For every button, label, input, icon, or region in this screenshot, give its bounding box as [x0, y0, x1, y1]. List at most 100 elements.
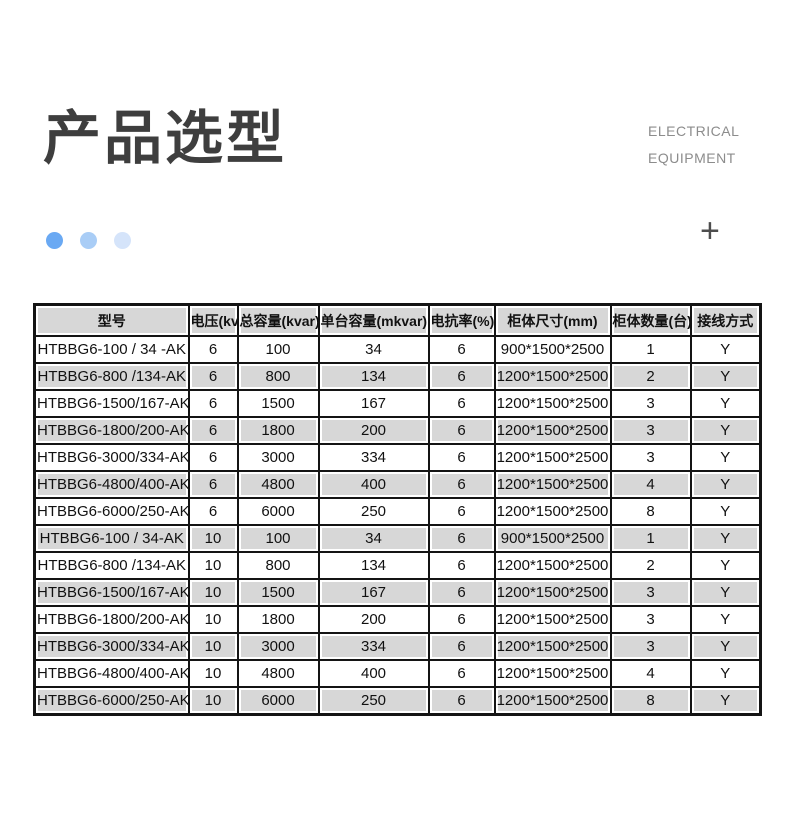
value-cell: 1200*1500*2500: [493, 362, 612, 391]
value-cell: 6000: [236, 686, 320, 716]
column-header: 柜体尺寸(mm): [493, 303, 612, 337]
value-cell: 1200*1500*2500: [493, 497, 612, 526]
value-cell: 10: [187, 524, 239, 553]
model-cell: HTBBG6-800 /134-AK: [33, 551, 190, 580]
value-cell: Y: [689, 416, 762, 445]
value-cell: 800: [236, 551, 320, 580]
value-cell: 900*1500*2500: [493, 335, 612, 364]
column-header: 总容量(kvar): [236, 303, 320, 337]
accent-dots: [46, 232, 131, 249]
value-cell: 1200*1500*2500: [493, 389, 612, 418]
table-row: HTBBG6-800 /134-AK 6 800 134 6 1200*1500*2500…: [33, 362, 762, 391]
table-row: HTBBG6-3000/334-AK 10 3000 334 6 1200*1500*25…: [33, 632, 762, 661]
value-cell: 6: [187, 389, 239, 418]
plus-icon: +: [700, 212, 720, 250]
accent-dot-2: [80, 232, 97, 249]
spec-table-head: 型号 电压(kv 总容量(kvar) 单台容量(mkvar) 电抗率(%) 柜体尺寸(mm…: [33, 303, 762, 337]
value-cell: 800: [236, 362, 320, 391]
value-cell: 3: [609, 578, 692, 607]
model-cell: HTBBG6-3000/334-AK: [33, 632, 190, 661]
value-cell: 1200*1500*2500: [493, 578, 612, 607]
value-cell: 6: [187, 362, 239, 391]
value-cell: 1: [609, 335, 692, 364]
value-cell: 6: [187, 497, 239, 526]
value-cell: 4: [609, 470, 692, 499]
value-cell: 4800: [236, 470, 320, 499]
value-cell: Y: [689, 443, 762, 472]
value-cell: 2: [609, 551, 692, 580]
accent-dot-1: [46, 232, 63, 249]
value-cell: 10: [187, 659, 239, 688]
value-cell: 1200*1500*2500: [493, 632, 612, 661]
column-header: 单台容量(mkvar): [317, 303, 430, 337]
value-cell: 3: [609, 389, 692, 418]
value-cell: 34: [317, 524, 430, 553]
table-row: HTBBG6-1800/200-AK 10 1800 200 6 1200*1500*25…: [33, 605, 762, 634]
model-cell: HTBBG6-4800/400-AK: [33, 470, 190, 499]
value-cell: 1200*1500*2500: [493, 605, 612, 634]
value-cell: 6: [427, 335, 496, 364]
value-cell: 1800: [236, 416, 320, 445]
table-row: HTBBG6-4800/400-AK 10 4800 400 6 1200*1500*25…: [33, 659, 762, 688]
value-cell: 100: [236, 335, 320, 364]
table-row: HTBBG6-4800/400-AK 6 4800 400 6 1200*1500*250…: [33, 470, 762, 499]
value-cell: Y: [689, 497, 762, 526]
value-cell: 4: [609, 659, 692, 688]
value-cell: 1200*1500*2500: [493, 443, 612, 472]
value-cell: 6: [427, 524, 496, 553]
model-cell: HTBBG6-6000/250-AK: [33, 686, 190, 716]
value-cell: 6: [187, 443, 239, 472]
model-cell: HTBBG6-1500/167-AK: [33, 389, 190, 418]
value-cell: 6: [187, 335, 239, 364]
model-cell: HTBBG6-4800/400-AK: [33, 659, 190, 688]
value-cell: 6: [427, 362, 496, 391]
value-cell: 900*1500*2500: [493, 524, 612, 553]
value-cell: 6: [427, 578, 496, 607]
value-cell: 134: [317, 551, 430, 580]
table-row: HTBBG6-1500/167-AK 10 1500 167 6 1200*1500*25…: [33, 578, 762, 607]
model-cell: HTBBG6-100 / 34 -AK: [33, 335, 190, 364]
column-header: 柜体数量(台): [609, 303, 692, 337]
value-cell: Y: [689, 362, 762, 391]
value-cell: Y: [689, 524, 762, 553]
value-cell: 10: [187, 632, 239, 661]
header-row: 型号 电压(kv 总容量(kvar) 单台容量(mkvar) 电抗率(%) 柜体尺寸(mm…: [33, 303, 762, 337]
value-cell: 10: [187, 686, 239, 716]
value-cell: 6: [427, 632, 496, 661]
page-title: 产品选型: [43, 106, 288, 171]
value-cell: 1800: [236, 605, 320, 634]
value-cell: 3: [609, 416, 692, 445]
value-cell: 1200*1500*2500: [493, 659, 612, 688]
value-cell: 1200*1500*2500: [493, 551, 612, 580]
value-cell: 10: [187, 605, 239, 634]
value-cell: 6: [427, 416, 496, 445]
model-cell: HTBBG6-100 / 34-AK: [33, 524, 190, 553]
value-cell: 1500: [236, 389, 320, 418]
value-cell: 250: [317, 497, 430, 526]
value-cell: 3: [609, 632, 692, 661]
table-row: HTBBG6-1500/167-AK 6 1500 167 6 1200*1500*250…: [33, 389, 762, 418]
subtitle-english: ELECTRICAL EQUIPMENT: [648, 118, 739, 171]
value-cell: 334: [317, 443, 430, 472]
value-cell: 6: [427, 470, 496, 499]
value-cell: Y: [689, 335, 762, 364]
table-row: HTBBG6-6000/250-AK 10 6000 250 6 1200*1500*25…: [33, 686, 762, 716]
value-cell: 6: [427, 551, 496, 580]
column-header: 型号: [33, 303, 190, 337]
value-cell: 10: [187, 551, 239, 580]
accent-dot-3: [114, 232, 131, 249]
model-cell: HTBBG6-1500/167-AK: [33, 578, 190, 607]
value-cell: 134: [317, 362, 430, 391]
value-cell: 100: [236, 524, 320, 553]
table-row: HTBBG6-100 / 34-AK 10 100 34 6 900*1500*2500 1…: [33, 524, 762, 553]
value-cell: 6: [187, 470, 239, 499]
value-cell: 6: [427, 605, 496, 634]
model-cell: HTBBG6-800 /134-AK: [33, 362, 190, 391]
column-header: 电抗率(%): [427, 303, 496, 337]
value-cell: 3: [609, 443, 692, 472]
value-cell: Y: [689, 686, 762, 716]
value-cell: 250: [317, 686, 430, 716]
value-cell: 10: [187, 578, 239, 607]
spec-table: 型号 电压(kv 总容量(kvar) 单台容量(mkvar) 电抗率(%) 柜体尺寸(mm…: [33, 303, 762, 716]
